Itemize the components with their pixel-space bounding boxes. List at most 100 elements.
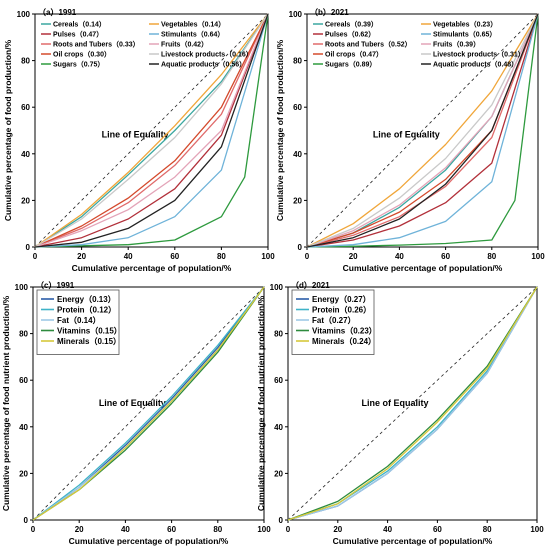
legend-entry: Fat（0.14） xyxy=(57,315,101,325)
series-line-7 xyxy=(34,13,269,248)
series-line-3 xyxy=(34,13,269,248)
x-tick-label: 100 xyxy=(531,252,545,261)
legend-entry: Vegetables（0.23） xyxy=(433,21,497,29)
legend-entry: Cereals（0.39） xyxy=(325,21,378,29)
x-tick-label: 100 xyxy=(530,525,544,534)
panel-label: （a）1991 xyxy=(38,7,77,17)
panel-3: 0 20 40 60 80 100 0 20 40 60 80 100 Cumulative perce… xyxy=(1,280,271,546)
legend-entry: Livestock products（0.31） xyxy=(433,51,525,59)
legend-entry: Minerals（0.15） xyxy=(57,336,121,346)
x-tick-label: 0 xyxy=(33,252,38,261)
y-axis-label: Cumulative percentage of food nutrient p… xyxy=(1,295,11,511)
plot-frame xyxy=(287,286,538,521)
x-tick-label: 40 xyxy=(383,525,392,534)
legend-entry: Roots and Tubers（0.52） xyxy=(325,41,412,49)
equality-line xyxy=(306,13,539,248)
x-tick-label: 0 xyxy=(286,525,291,534)
y-tick-label: 20 xyxy=(19,469,28,478)
panel-label: （c）1991 xyxy=(36,280,75,290)
x-tick-label: 100 xyxy=(261,252,275,261)
x-tick-label: 40 xyxy=(395,252,404,261)
plot-frame xyxy=(32,286,265,521)
legend-entry: Cereals（0.14） xyxy=(53,21,106,29)
equality-label: Line of Equality xyxy=(373,129,440,139)
equality-line xyxy=(287,286,538,521)
x-axis-label: Cumulative percentage of population/% xyxy=(343,263,503,273)
y-tick-label: 100 xyxy=(17,10,31,19)
series-line-2 xyxy=(34,13,269,248)
legend-entry: Pulses（0.62） xyxy=(325,31,375,39)
legend-entry: Stimulants（0.64） xyxy=(161,31,224,39)
x-tick-label: 0 xyxy=(305,252,310,261)
equality-label: Line of Equality xyxy=(362,398,429,408)
y-axis-label: Cumulative percentage of food nutrient p… xyxy=(256,295,266,511)
y-tick-label: 80 xyxy=(293,57,302,66)
legend-entry: Oil crops（0.30） xyxy=(53,51,111,59)
y-tick-label: 40 xyxy=(21,150,30,159)
series-line-9 xyxy=(34,13,269,248)
plot-frame xyxy=(306,13,539,248)
series-line-5 xyxy=(287,286,538,521)
legend-box xyxy=(36,289,120,355)
y-tick-label: 20 xyxy=(21,196,30,205)
series-line-3 xyxy=(287,286,538,521)
y-tick-label: 0 xyxy=(298,243,303,252)
legend-entry: Aquatic products（0.56） xyxy=(161,61,246,69)
x-tick-label: 20 xyxy=(77,252,86,261)
panel-2: 0 20 40 60 80 100 0 20 40 60 80 100 Cumulative perce… xyxy=(275,7,545,273)
equality-line xyxy=(32,286,265,521)
y-tick-label: 100 xyxy=(270,283,284,292)
series-line-5 xyxy=(34,13,269,248)
series-line-10 xyxy=(306,13,539,248)
series-line-9 xyxy=(306,13,539,248)
y-tick-label: 100 xyxy=(15,283,29,292)
y-tick-label: 40 xyxy=(274,423,283,432)
series-line-2 xyxy=(306,13,539,248)
legend-entry: Stimulants（0.65） xyxy=(433,31,496,39)
y-tick-label: 0 xyxy=(279,516,284,525)
x-tick-label: 0 xyxy=(31,525,36,534)
y-tick-label: 40 xyxy=(293,150,302,159)
x-tick-label: 20 xyxy=(333,525,342,534)
legend-entry: Pulses（0.47） xyxy=(53,31,103,39)
y-tick-label: 20 xyxy=(274,469,283,478)
series-line-7 xyxy=(306,13,539,248)
legend-entry: Sugars（0.89） xyxy=(325,61,376,69)
series-line-4 xyxy=(34,13,269,248)
legend-entry: Roots and Tubers（0.33） xyxy=(53,41,140,49)
y-tick-label: 80 xyxy=(274,330,283,339)
x-axis-label: Cumulative percentage of population/% xyxy=(69,536,229,546)
panel-label: （d）2021 xyxy=(291,280,330,290)
y-tick-label: 20 xyxy=(293,196,302,205)
legend-entry: Energy（0.27） xyxy=(312,294,371,304)
x-tick-label: 100 xyxy=(257,525,271,534)
x-tick-label: 80 xyxy=(487,252,496,261)
x-tick-label: 40 xyxy=(121,525,130,534)
y-tick-label: 60 xyxy=(274,376,283,385)
y-tick-label: 60 xyxy=(293,103,302,112)
y-tick-label: 60 xyxy=(19,376,28,385)
series-line-6 xyxy=(306,13,539,248)
x-tick-label: 80 xyxy=(213,525,222,534)
y-tick-label: 0 xyxy=(26,243,31,252)
plot-frame xyxy=(34,13,269,248)
panel-label: （b）2021 xyxy=(310,7,349,17)
equality-label: Line of Equality xyxy=(99,398,166,408)
series-line-5 xyxy=(32,286,265,521)
legend-entry: Protein（0.12） xyxy=(57,305,116,315)
x-axis-label: Cumulative percentage of population/% xyxy=(333,536,493,546)
y-tick-label: 80 xyxy=(21,57,30,66)
x-tick-label: 60 xyxy=(433,525,442,534)
panel-4: 0 20 40 60 80 100 0 20 40 60 80 100 Cumulative perce… xyxy=(256,280,544,546)
legend: Cereals（0.14） Pulses（0.47） Roots and Tuber… xyxy=(41,21,253,69)
series-line-5 xyxy=(306,13,539,248)
legend-entry: Livestock products（0.16） xyxy=(161,51,253,59)
y-tick-label: 40 xyxy=(19,423,28,432)
panel-1: 0 20 40 60 80 100 0 20 40 60 80 100 Cumulative perce… xyxy=(3,7,275,273)
legend-entry: Protein（0.26） xyxy=(312,305,371,315)
equality-line xyxy=(34,13,269,248)
legend: Energy（0.13）Protein（0.12）Fat（0.14）Vitami… xyxy=(36,289,122,355)
x-axis-label: Cumulative percentage of population/% xyxy=(72,263,232,273)
